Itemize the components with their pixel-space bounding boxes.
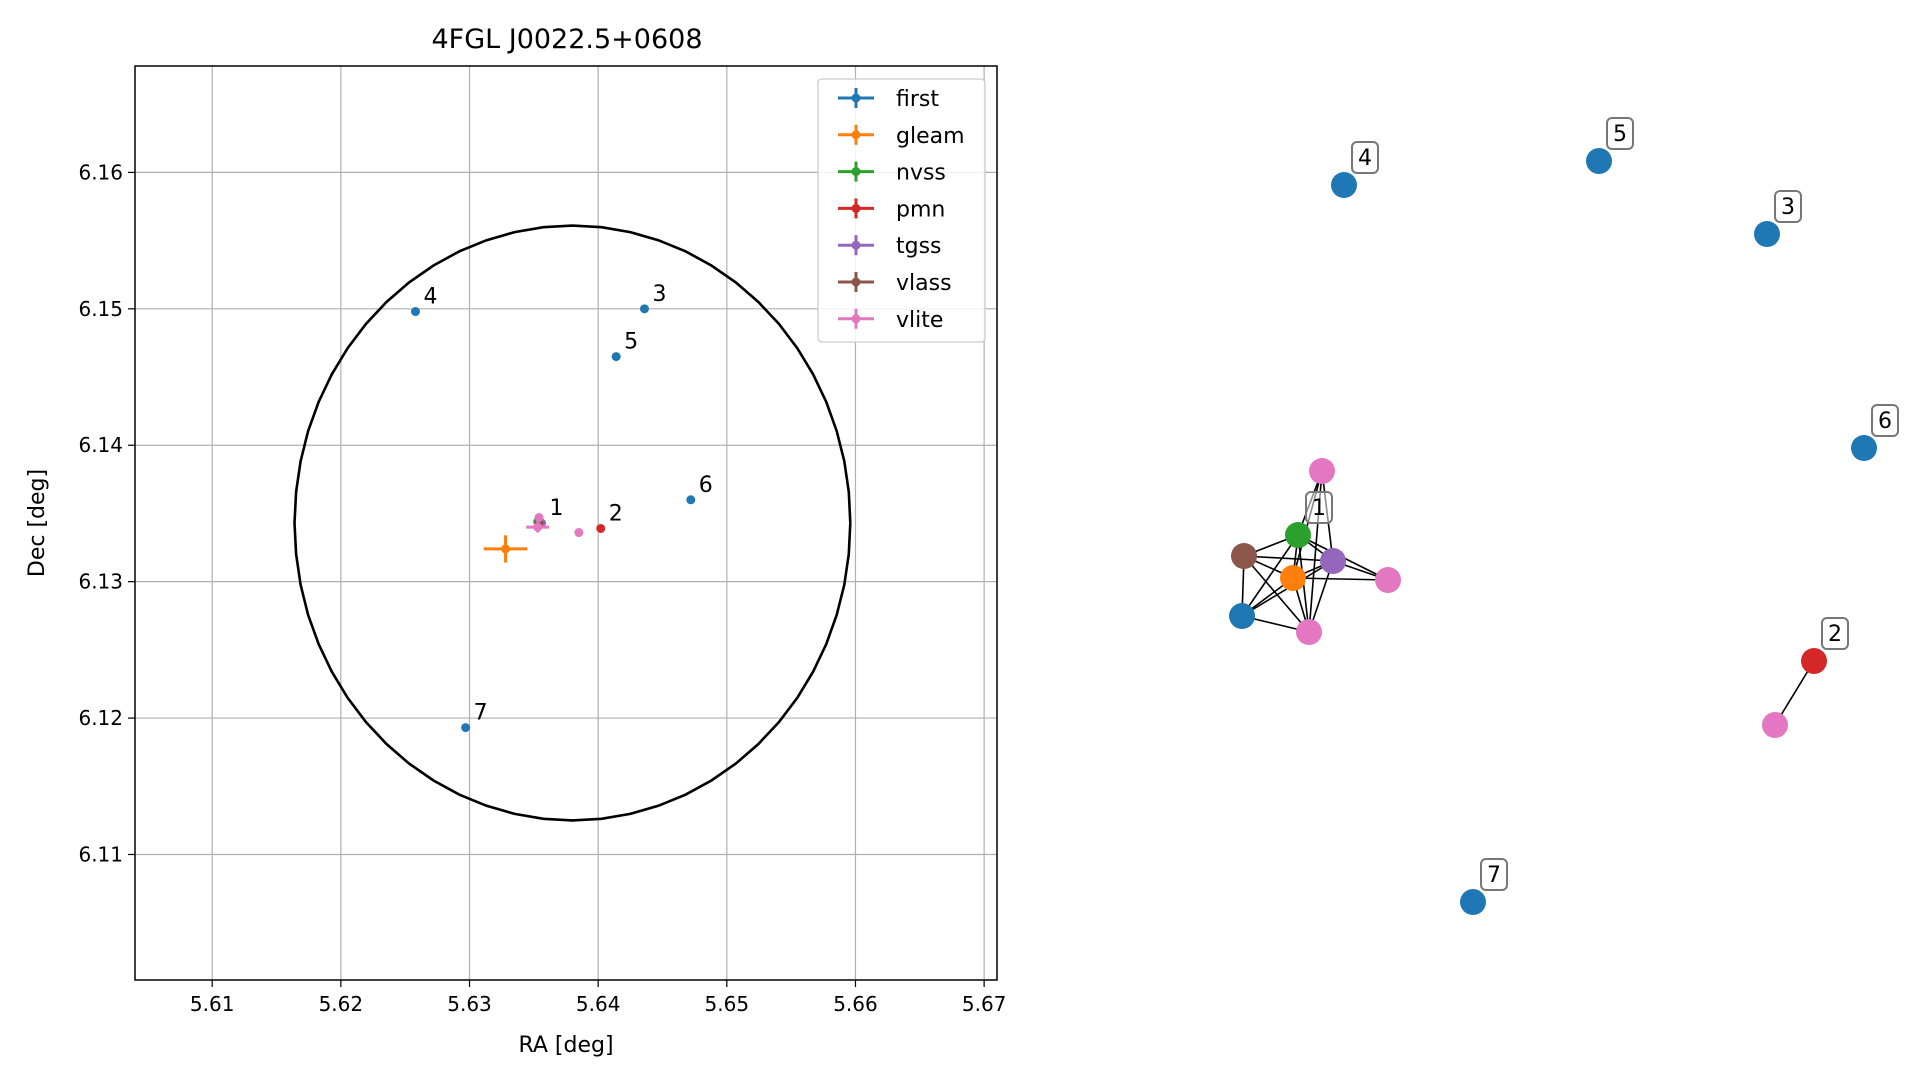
- graph-node-first: [1586, 148, 1612, 174]
- graph-node-nvss: [1285, 522, 1311, 548]
- graph-node-vlite: [1375, 567, 1401, 593]
- graph-node-first: [1754, 221, 1780, 247]
- vlite-point: [533, 522, 543, 532]
- graph-node-vlite: [1762, 712, 1788, 738]
- graph-edge: [1241, 534, 1299, 617]
- data-points: 4 35 6 7 2 1: [410, 282, 713, 733]
- legend-marker-dot: [851, 240, 861, 250]
- legend-label: gleam: [896, 124, 965, 149]
- x-tick-label: 5.63: [447, 992, 492, 1016]
- legend-marker-dot: [851, 93, 861, 103]
- y-tick-label: 6.11: [78, 842, 123, 866]
- graph-node-tgss: [1320, 548, 1346, 574]
- x-tick-label: 5.65: [705, 992, 750, 1016]
- graph-node-vlass: [1231, 543, 1257, 569]
- first-point: [410, 307, 420, 317]
- legend-marker-dot: [851, 167, 861, 177]
- first-point: [686, 495, 696, 505]
- node-label: 2: [1828, 622, 1842, 647]
- localization-circle: [293, 224, 852, 822]
- point-label: 2: [609, 501, 623, 526]
- first-point: [611, 352, 621, 362]
- y-tick-label: 6.16: [78, 160, 123, 184]
- graph-node-gleam: [1280, 565, 1306, 591]
- node-label: 4: [1358, 146, 1372, 171]
- x-tick-label: 5.67: [962, 992, 1007, 1016]
- x-axis-label: RA [deg]: [518, 1033, 613, 1058]
- network-graph: 1 4 5 3 6 2 7: [1229, 117, 1899, 915]
- error-ellipse: [293, 224, 852, 822]
- legend-marker-dot: [851, 130, 861, 140]
- vlite-point: [574, 528, 584, 538]
- node-label-box: [1351, 141, 1379, 174]
- chart-title: 4FGL J0022.5+0608: [431, 24, 702, 55]
- node-label-box: [1305, 491, 1333, 524]
- legend-marker-dot: [851, 203, 861, 213]
- x-tick-label: 5.62: [319, 992, 364, 1016]
- graph-edge: [1292, 577, 1389, 581]
- graph-node-vlite: [1296, 619, 1322, 645]
- node-label: 6: [1878, 409, 1892, 434]
- node-label-box: [1480, 858, 1508, 891]
- first-point: [639, 304, 649, 314]
- legend-marker-dot: [851, 314, 861, 324]
- node-label-box: [1871, 404, 1899, 437]
- y-tick-label: 6.15: [78, 297, 123, 321]
- graph-node-first: [1460, 889, 1486, 915]
- node-label: 5: [1613, 122, 1627, 147]
- point-label: 6: [699, 473, 713, 498]
- graph-node-first: [1331, 172, 1357, 198]
- point-label: 1: [550, 496, 564, 521]
- legend: first gleam nvss pmn tgss vlass vlite: [817, 78, 986, 343]
- point-label: 7: [474, 701, 488, 726]
- graph-nodes: 1 4 5 3 6 2 7: [1229, 117, 1899, 915]
- node-label: 1: [1312, 496, 1326, 521]
- x-tick-label: 5.66: [833, 992, 878, 1016]
- graph-node-pmn: [1801, 648, 1827, 674]
- graph-node-first: [1229, 603, 1255, 629]
- legend-box: [817, 78, 986, 343]
- x-tick-label: 5.64: [576, 992, 621, 1016]
- node-label-box: [1774, 190, 1802, 223]
- node-label-box: [1821, 617, 1849, 650]
- first-point: [461, 723, 471, 733]
- y-axis-label: Dec [deg]: [25, 469, 50, 577]
- graph-node-first: [1851, 435, 1877, 461]
- legend-label: vlass: [896, 271, 952, 296]
- y-tick-label: 6.14: [78, 433, 123, 457]
- node-label: 7: [1487, 863, 1501, 888]
- legend-label: vlite: [896, 308, 943, 333]
- plot-frame: [134, 65, 998, 981]
- vlite-point: [534, 513, 544, 523]
- point-label: 5: [624, 330, 638, 355]
- legend-label: nvss: [896, 161, 946, 186]
- y-tick-label: 6.12: [78, 706, 123, 730]
- graph-node-vlite: [1309, 458, 1335, 484]
- legend-marker-dot: [851, 277, 861, 287]
- x-tick-label: 5.61: [190, 992, 235, 1016]
- graph-edge: [1243, 555, 1334, 562]
- point-label: 3: [652, 282, 666, 307]
- node-label: 3: [1781, 195, 1795, 220]
- gleam-point: [501, 544, 511, 554]
- graph-edge: [1292, 470, 1323, 579]
- legend-label: tgss: [896, 234, 942, 259]
- graph-edge: [1243, 555, 1310, 633]
- y-tick-label: 6.13: [78, 570, 123, 594]
- axis-ticks: 5.61 5.62 5.63 5.64 5.65 5.66 5.67 6.11 6.12 6.13…: [78, 160, 1006, 1016]
- legend-label: pmn: [896, 197, 945, 222]
- node-label-box: [1606, 117, 1634, 150]
- legend-label: first: [896, 87, 939, 112]
- pmn-point: [596, 523, 606, 533]
- point-label: 4: [423, 285, 437, 310]
